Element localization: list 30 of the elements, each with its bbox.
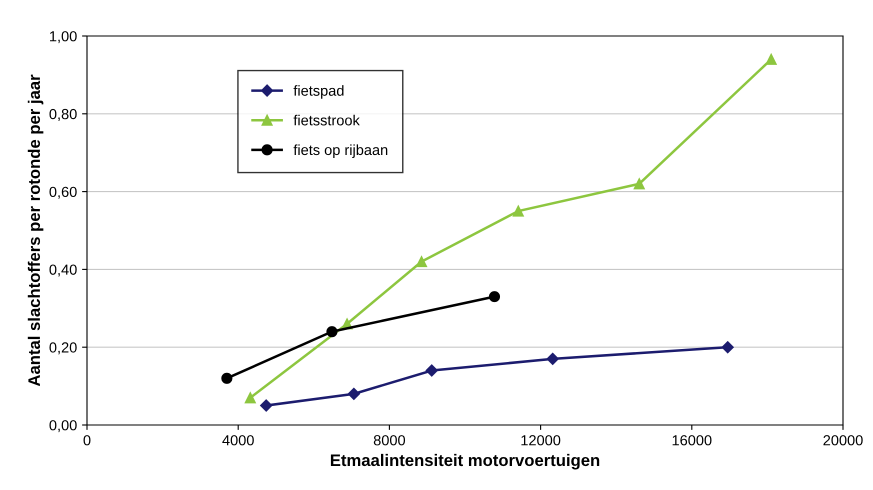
point — [416, 256, 428, 268]
point — [348, 388, 360, 400]
point — [244, 392, 256, 404]
y-axis-title: Aantal slachtoffers per rotonde per jaar — [28, 74, 44, 386]
legend-label: fietsstrook — [294, 114, 360, 126]
point — [512, 205, 524, 217]
x-axis-title: Etmaalintensiteit motorvoertuigen — [330, 454, 600, 470]
point — [766, 54, 777, 65]
point — [634, 178, 645, 190]
x-tick-label: 0 — [84, 435, 90, 446]
y-tick-label: 0,20 — [49, 342, 77, 354]
y-tick-label: 1,00 — [50, 31, 77, 44]
x-tick-label: 12000 — [521, 435, 560, 446]
point — [546, 352, 559, 365]
x-tick-label: 4000 — [222, 435, 254, 446]
point — [488, 291, 500, 302]
x-tick-label: 16000 — [672, 435, 712, 446]
y-tick-label: 0,40 — [49, 264, 77, 277]
y-tick-label: 0,60 — [49, 186, 77, 199]
point — [326, 326, 338, 338]
point — [260, 399, 272, 412]
point — [722, 341, 734, 354]
x-tick-label: 20000 — [823, 435, 863, 446]
legend-label: fiets op rijbaan — [294, 144, 388, 158]
y-tick-label: 0,80 — [49, 108, 77, 121]
point — [426, 364, 438, 377]
legend-label: fietspad — [294, 85, 344, 99]
point — [221, 372, 232, 384]
x-tick-label: 8000 — [374, 435, 406, 446]
y-tick-label: 0,00 — [49, 420, 77, 432]
